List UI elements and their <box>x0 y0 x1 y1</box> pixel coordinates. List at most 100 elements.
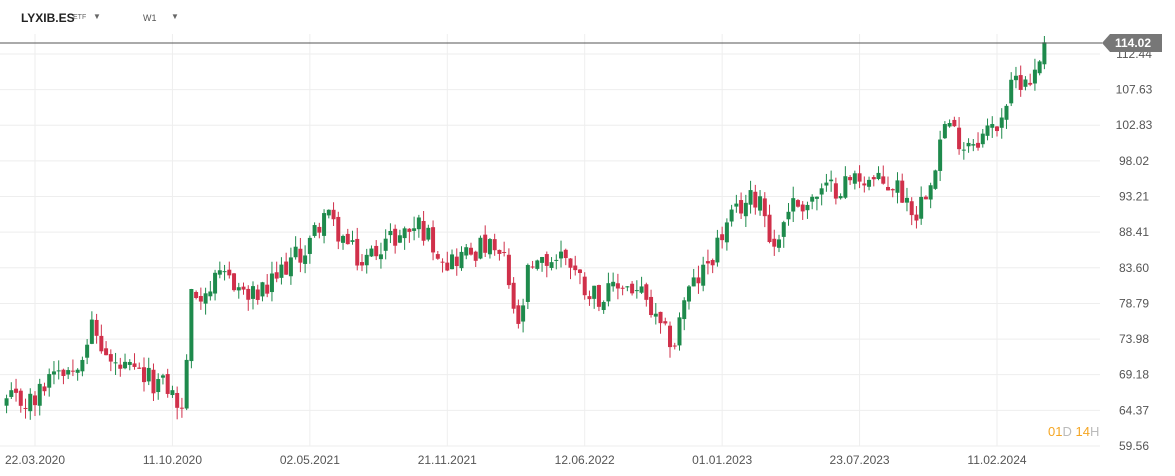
candle-countdown: 01D 14H <box>1048 424 1100 439</box>
interval-selector[interactable]: W1 <box>143 13 157 23</box>
candle-down <box>61 369 66 376</box>
x-tick-label: 02.05.2021 <box>280 453 340 467</box>
candle-up <box>66 370 71 375</box>
candle-down <box>336 216 341 242</box>
candle-down <box>255 289 260 300</box>
candle-down <box>421 221 426 241</box>
candle-down <box>431 227 436 253</box>
current-price-tag <box>1102 34 1162 52</box>
candle-down <box>492 239 497 251</box>
x-tick-label: 01.01.2023 <box>692 453 752 467</box>
candle-down <box>952 119 957 127</box>
candle-up <box>222 271 227 273</box>
candle-up <box>933 170 938 189</box>
candle-up <box>236 287 241 291</box>
caret-down-icon[interactable]: ▼ <box>171 12 179 21</box>
candle-up <box>80 359 85 372</box>
candle-up <box>364 254 369 266</box>
candle-up <box>113 362 118 364</box>
candle-up <box>312 225 317 236</box>
candle-down <box>151 369 156 394</box>
candle-down <box>573 265 578 271</box>
candle-up <box>985 125 990 136</box>
y-tick-label: 83.60 <box>1119 261 1149 275</box>
candle-up <box>326 209 331 216</box>
candle-down <box>246 288 251 300</box>
candle-down <box>473 251 478 261</box>
candle-up <box>1004 105 1009 120</box>
candle-up <box>217 270 222 275</box>
candle-up <box>980 133 985 145</box>
candle-up <box>525 264 530 302</box>
candle-up <box>288 257 293 277</box>
candle-down <box>511 282 516 309</box>
candle-down <box>923 196 928 200</box>
candle-down <box>615 283 620 289</box>
candle-up <box>293 246 298 258</box>
candle-down <box>582 276 587 296</box>
candle-down <box>407 228 412 232</box>
symbol-selector[interactable]: LYXIB.ES <box>21 11 75 25</box>
candle-up <box>464 247 469 256</box>
candle-up <box>942 124 947 139</box>
candle-up <box>478 237 483 259</box>
candle-up <box>724 222 729 243</box>
candle-up <box>1009 79 1014 104</box>
candle-down <box>630 283 635 294</box>
y-tick-label: 98.02 <box>1119 154 1149 168</box>
caret-down-icon[interactable]: ▼ <box>93 12 101 21</box>
candle-down <box>42 386 47 392</box>
candle-down <box>137 367 142 369</box>
candle-up <box>852 173 857 184</box>
candle-up <box>1013 75 1018 81</box>
candle-down <box>454 256 459 267</box>
candle-down <box>516 305 521 324</box>
y-tick-label: 102.83 <box>1116 118 1153 132</box>
candle-down <box>99 335 104 352</box>
candle-up <box>966 142 971 147</box>
candle-up <box>307 237 312 254</box>
candle-up <box>781 222 786 237</box>
candle-up <box>378 254 383 260</box>
y-tick-label: 69.18 <box>1119 368 1149 382</box>
candle-up <box>625 286 630 288</box>
candle-up <box>758 196 763 211</box>
candle-up <box>459 251 464 269</box>
candle-up <box>729 209 734 222</box>
candle-up <box>28 393 33 412</box>
candle-up <box>383 238 388 251</box>
candle-down <box>995 126 999 132</box>
candle-down <box>194 291 199 299</box>
candle-up <box>56 370 61 372</box>
candle-up <box>322 213 327 236</box>
candle-up <box>160 375 165 378</box>
candle-up <box>51 371 56 375</box>
candle-down <box>265 284 270 294</box>
candle-down <box>108 354 113 362</box>
candle-up <box>554 259 559 261</box>
candle-up <box>843 176 848 198</box>
candle-down <box>232 273 237 291</box>
candle-down <box>359 262 364 266</box>
candle-down <box>14 388 19 393</box>
candle-down <box>668 325 673 348</box>
candle-up <box>156 379 161 393</box>
candle-up <box>416 217 421 230</box>
candle-up <box>260 282 265 297</box>
y-tick-label: 78.79 <box>1119 296 1149 310</box>
candle-down <box>506 254 511 286</box>
chart-grid <box>0 34 1100 447</box>
candle-up <box>303 255 308 264</box>
y-axis: 112.44107.63102.8398.0293.2188.4183.6078… <box>1116 47 1153 453</box>
candle-down <box>331 209 336 220</box>
candle-up <box>535 260 540 269</box>
candle-up <box>819 188 824 195</box>
candle-up <box>85 344 90 358</box>
candle-up <box>1042 42 1047 65</box>
x-tick-label: 23.07.2023 <box>830 453 890 467</box>
candle-down <box>914 214 919 221</box>
candle-down <box>132 363 137 367</box>
candle-down <box>175 392 180 408</box>
candle-down <box>720 234 725 241</box>
